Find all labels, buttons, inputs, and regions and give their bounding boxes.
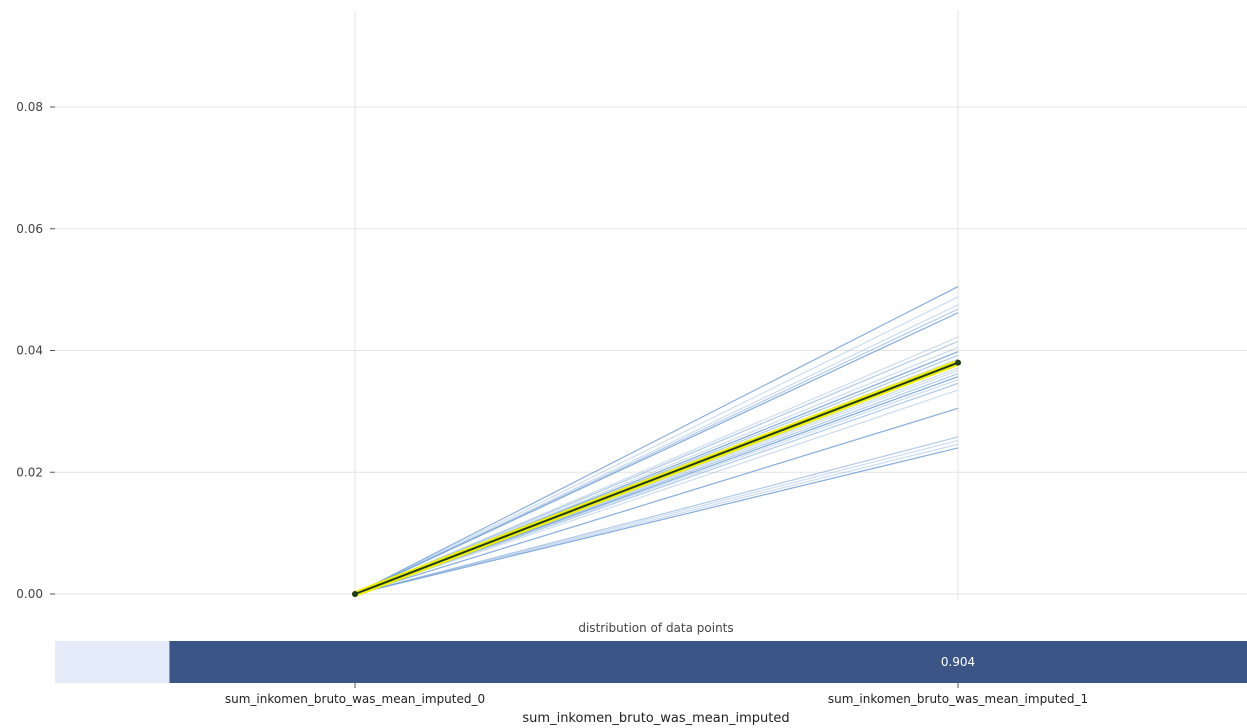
ice-line bbox=[354, 312, 959, 595]
distribution-segment bbox=[169, 641, 1247, 683]
y-tick-label: 0.04 bbox=[16, 344, 43, 358]
average-line-group bbox=[352, 359, 961, 597]
average-point bbox=[352, 591, 358, 597]
average-line bbox=[354, 361, 959, 595]
y-grid bbox=[55, 106, 1247, 595]
ice-line bbox=[354, 389, 959, 595]
ice-line bbox=[354, 407, 959, 595]
x-grid bbox=[354, 10, 959, 600]
y-tick-label: 0.00 bbox=[16, 587, 43, 601]
y-tick-label: 0.06 bbox=[16, 222, 43, 236]
average-point bbox=[955, 359, 961, 366]
ice-line bbox=[354, 447, 959, 595]
distribution-value-label: 0.904 bbox=[941, 655, 975, 669]
ice-lines bbox=[354, 286, 959, 595]
x-axis: sum_inkomen_bruto_was_mean_imputed_0 sum_… bbox=[225, 683, 1088, 706]
x-tick-label: sum_inkomen_bruto_was_mean_imputed_0 bbox=[225, 692, 485, 706]
ice-line bbox=[354, 304, 959, 595]
y-tick-label: 0.02 bbox=[16, 465, 43, 479]
ice-line bbox=[354, 336, 959, 595]
distribution-segment bbox=[55, 641, 170, 683]
ice-line bbox=[354, 382, 959, 595]
distribution-bar: 0.0960.904 bbox=[55, 641, 1247, 683]
distribution-title: distribution of data points bbox=[578, 621, 733, 635]
ice-line bbox=[354, 286, 959, 595]
y-tick-label: 0.08 bbox=[16, 100, 43, 114]
y-axis: 0.00 0.02 0.04 0.06 0.08 bbox=[16, 100, 55, 601]
ice-line bbox=[354, 440, 959, 595]
x-axis-title: sum_inkomen_bruto_was_mean_imputed bbox=[522, 711, 789, 726]
ice-line bbox=[354, 340, 959, 595]
ice-line bbox=[354, 436, 959, 595]
x-tick-label: sum_inkomen_bruto_was_mean_imputed_1 bbox=[828, 692, 1088, 706]
ice-line bbox=[354, 296, 959, 595]
